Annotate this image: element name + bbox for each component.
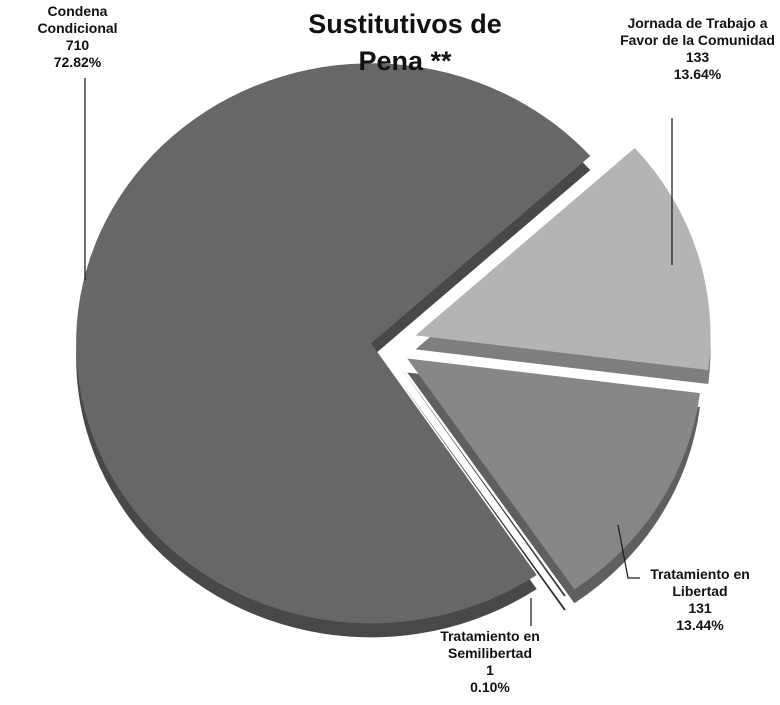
slice-label: Tratamiento en Libertad 131 13.44% (630, 566, 770, 634)
slice-category: Tratamiento en Libertad (650, 566, 750, 599)
leader-line (617, 524, 640, 579)
slice-category: Jornada de Trabajo a Favor de la Comunid… (620, 15, 775, 48)
slice-percent: 0.10% (470, 679, 510, 695)
slice-value: 1 (486, 662, 494, 678)
slice-side (398, 378, 566, 611)
slice (398, 364, 566, 597)
slice-percent: 13.44% (676, 617, 724, 633)
slice-label: Jornada de Trabajo a Favor de la Comunid… (615, 15, 780, 83)
slice-label: Tratamiento en Semilibertad 1 0.10% (415, 628, 565, 696)
chart-title: Sustitutivos de Pena ** (308, 9, 502, 76)
slice-label: Condena Condicional 710 72.82% (20, 3, 135, 71)
slice-percent: 72.82% (53, 54, 102, 70)
slice (76, 63, 591, 624)
slice (407, 358, 700, 590)
slice (415, 148, 711, 371)
slice-category: Condena Condicional (37, 3, 118, 36)
slice-category: Tratamiento en Semilibertad (440, 628, 540, 661)
slice-value: 133 (685, 49, 710, 65)
slice-percent: 13.64% (673, 66, 722, 82)
slice-value: 710 (65, 37, 90, 53)
slice-value: 131 (688, 600, 712, 616)
